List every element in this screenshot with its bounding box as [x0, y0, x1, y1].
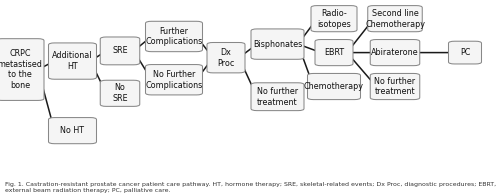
FancyBboxPatch shape	[311, 6, 357, 32]
FancyBboxPatch shape	[315, 40, 353, 66]
FancyBboxPatch shape	[207, 43, 245, 73]
Text: Bisphonates: Bisphonates	[253, 40, 302, 49]
FancyBboxPatch shape	[48, 118, 96, 144]
FancyBboxPatch shape	[0, 39, 44, 100]
Text: Chemotherapy: Chemotherapy	[304, 82, 364, 91]
Text: No further
treatment: No further treatment	[374, 77, 416, 96]
FancyBboxPatch shape	[370, 74, 420, 100]
FancyBboxPatch shape	[100, 37, 140, 65]
FancyBboxPatch shape	[448, 41, 482, 64]
Text: No Further
Complications: No Further Complications	[146, 70, 203, 90]
Text: Fig. 1. Castration-resistant prostate cancer patient care pathway. HT, hormone t: Fig. 1. Castration-resistant prostate ca…	[5, 182, 496, 193]
FancyBboxPatch shape	[251, 29, 304, 59]
FancyBboxPatch shape	[146, 21, 203, 52]
Text: Abiraterone: Abiraterone	[371, 48, 419, 57]
FancyBboxPatch shape	[48, 43, 96, 79]
Text: EBRT: EBRT	[324, 48, 344, 57]
Text: No HT: No HT	[60, 126, 84, 135]
Text: Additional
HT: Additional HT	[52, 51, 93, 71]
Text: PC: PC	[460, 48, 470, 57]
Text: No
SRE: No SRE	[112, 83, 128, 103]
Text: No further
treatment: No further treatment	[257, 87, 298, 107]
Text: SRE: SRE	[112, 46, 128, 55]
FancyBboxPatch shape	[308, 74, 360, 100]
FancyBboxPatch shape	[100, 80, 140, 106]
Text: Dx
Proc: Dx Proc	[218, 48, 234, 67]
FancyBboxPatch shape	[146, 65, 203, 95]
FancyBboxPatch shape	[370, 40, 420, 66]
Text: Second line
Chemotherapy: Second line Chemotherapy	[365, 9, 425, 28]
Text: CRPC
metastised
to the
bone: CRPC metastised to the bone	[0, 49, 42, 90]
FancyBboxPatch shape	[251, 83, 304, 111]
Text: Radio-
isotopes: Radio- isotopes	[317, 9, 351, 28]
FancyBboxPatch shape	[368, 6, 422, 32]
Text: Further
Complications: Further Complications	[146, 27, 203, 46]
